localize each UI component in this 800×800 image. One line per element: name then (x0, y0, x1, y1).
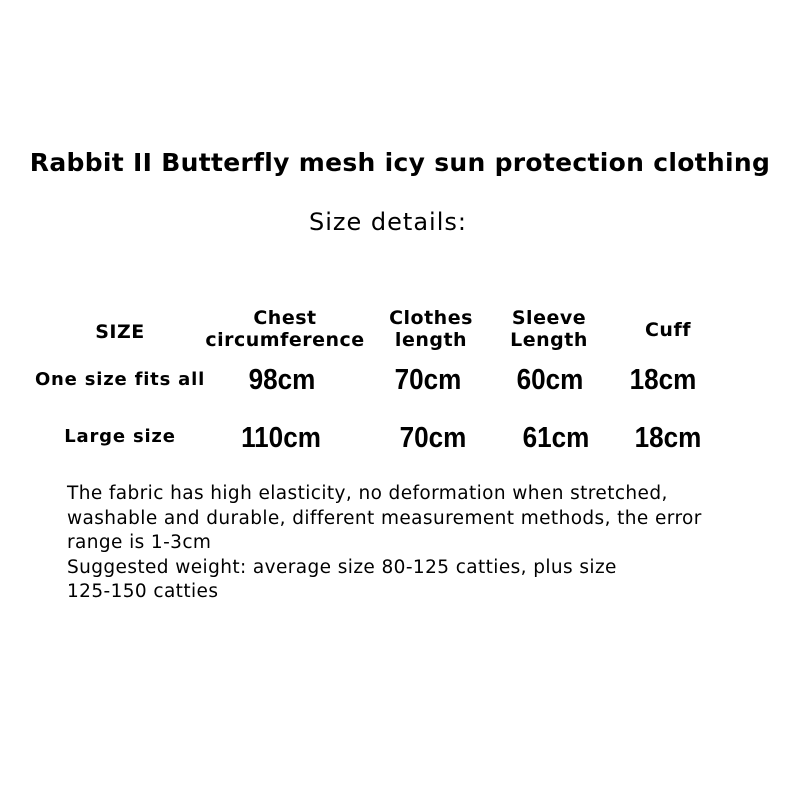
size-details-heading: Size details: (309, 208, 467, 236)
note-line: washable and durable, different measurem… (67, 507, 702, 529)
note-line: 125-150 catties (67, 581, 219, 602)
header-sleeve-line2: Length (510, 329, 588, 351)
header-clothes-line2: length (394, 329, 468, 351)
header-clothes-line1: Clothes (389, 307, 473, 329)
row-cuff: 18cm (634, 422, 702, 454)
row-size-label: Large size (64, 426, 176, 447)
header-sleeve-line1: Sleeve (511, 307, 587, 329)
product-title: Rabbit II Butterfly mesh icy sun protect… (29, 148, 771, 177)
header-chest-line1: Chest (253, 307, 317, 329)
row-size-label: One size fits all (34, 369, 206, 390)
row-cuff: 18cm (629, 364, 697, 396)
row-sleeve: 60cm (516, 364, 584, 396)
header-size: SIZE (95, 321, 145, 343)
note-line: The fabric has high elasticity, no defor… (67, 483, 668, 504)
note-line: range is 1-3cm (67, 532, 212, 553)
header-chest: Chest circumference (205, 307, 364, 351)
header-sleeve-length: Sleeve Length (510, 307, 588, 351)
notes: The fabric has high elasticity, no defor… (67, 482, 702, 605)
note-line: Suggested weight: average size 80-125 ca… (67, 556, 617, 578)
row-length: 70cm (399, 422, 467, 454)
row-length: 70cm (394, 364, 462, 396)
row-chest: 110cm (241, 422, 321, 454)
header-chest-line2: circumference (205, 329, 365, 351)
header-cuff: Cuff (644, 319, 692, 341)
row-sleeve: 61cm (522, 422, 590, 454)
row-chest: 98cm (248, 364, 316, 396)
header-clothes-length: Clothes length (389, 307, 473, 351)
